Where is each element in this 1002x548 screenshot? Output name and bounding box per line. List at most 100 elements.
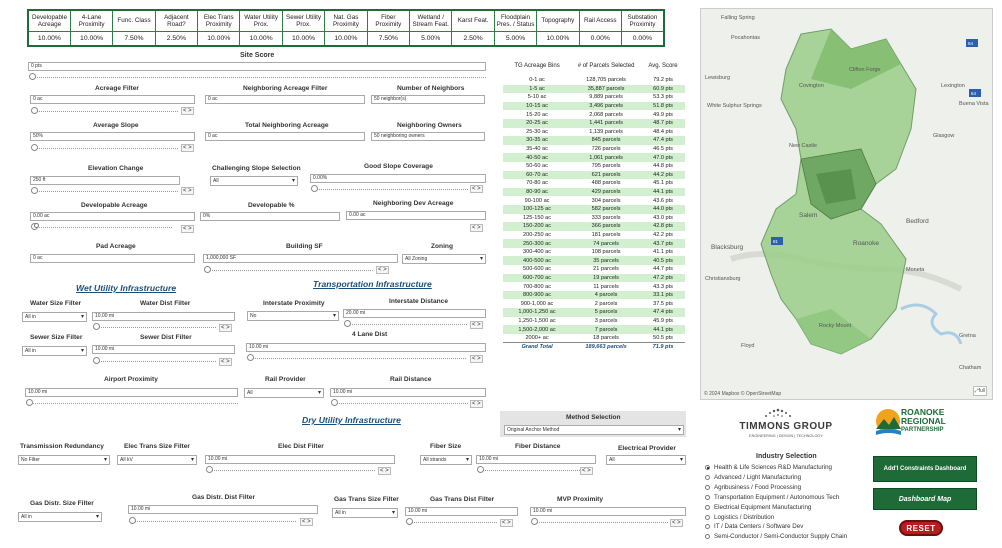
sewer-size-select[interactable]: All in <box>22 346 87 356</box>
map-view[interactable]: Falling Spring Covington Clifton Forge Lexi… <box>700 8 993 400</box>
weight-value[interactable]: 7.50% <box>367 31 409 46</box>
radio-icon[interactable] <box>705 465 710 470</box>
weight-value[interactable]: 10.00% <box>537 31 579 46</box>
average-slope-stepper[interactable]: < > <box>181 144 194 152</box>
developable-pct-stepper[interactable]: < > <box>181 225 194 233</box>
neighboring-owners-input[interactable]: 50 neighboring owners <box>371 132 485 141</box>
table-row[interactable]: 250-300 ac 74 parcels 43.7 pts <box>503 239 685 248</box>
table-row[interactable]: 80-90 ac 429 parcels 44.1 pts <box>503 188 685 197</box>
table-row[interactable]: 35-40 ac 726 parcels 46.5 pts <box>503 145 685 154</box>
mvp-slider[interactable] <box>532 517 668 523</box>
four-lane-slider[interactable] <box>248 353 466 359</box>
zoning-select[interactable]: All Zoning <box>402 254 486 264</box>
sewer-dist-input[interactable]: 10.00 mi <box>92 345 235 354</box>
gas-distr-size-select[interactable]: All in <box>18 512 102 522</box>
table-row[interactable]: 20-25 ac 1,441 parcels 48.7 pts <box>503 119 685 128</box>
airport-proximity-input[interactable]: 10.00 mi <box>25 388 238 397</box>
radio-icon[interactable] <box>705 475 710 480</box>
table-row[interactable]: 100-125 ac 582 parcels 44.0 pts <box>503 205 685 214</box>
elec-dist-slider[interactable] <box>207 465 375 471</box>
fiber-distance-slider[interactable] <box>478 465 580 471</box>
pad-acreage-input[interactable]: 0 ac <box>30 254 195 263</box>
dashboard-map-button[interactable]: Dashboard Map <box>873 488 977 510</box>
radio-icon[interactable] <box>705 534 710 539</box>
table-row[interactable]: 700-800 ac 11 parcels 43.3 pts <box>503 282 685 291</box>
water-dist-stepper[interactable]: < > <box>219 324 232 332</box>
building-sf-stepper[interactable]: < > <box>376 266 389 274</box>
water-size-select[interactable]: All in <box>22 312 87 322</box>
gas-trans-dist-slider[interactable] <box>407 517 497 523</box>
radio-icon[interactable] <box>705 505 710 510</box>
industry-option[interactable]: Electrical Equipment Manufacturing <box>705 504 811 511</box>
industry-option[interactable]: Advanced / Light Manufacturing <box>705 474 801 481</box>
table-row[interactable]: 30-35 ac 845 parcels 47.4 pts <box>503 136 685 145</box>
table-row[interactable]: 1-5 ac 35,887 parcels 60.9 pts <box>503 85 685 94</box>
mvp-input[interactable]: 10.00 mi <box>530 507 686 516</box>
developable-acreage-input[interactable]: 0.00 ac <box>30 212 195 221</box>
neighboring-dev-stepper[interactable]: < > <box>470 224 483 232</box>
total-neighboring-acreage-input[interactable]: 0 ac <box>205 132 365 141</box>
elevation-change-input[interactable]: 250 ft <box>30 176 180 185</box>
fiber-distance-input[interactable]: 10.00 mi <box>476 455 596 464</box>
elevation-change-stepper[interactable]: < > <box>181 187 194 195</box>
industry-option[interactable]: Semi-Conductor / Semi-Conductor Supply C… <box>705 533 847 540</box>
map-full-icon[interactable]: ⤢full <box>973 386 987 396</box>
weight-value[interactable]: 5.00% <box>410 31 452 46</box>
weight-value[interactable]: 0.00% <box>579 31 621 46</box>
good-slope-slider[interactable] <box>312 184 468 190</box>
table-row[interactable]: 600-700 ac 19 parcels 47.2 pts <box>503 274 685 283</box>
water-dist-input[interactable]: 10.00 mi <box>92 312 235 321</box>
gas-trans-dist-input[interactable]: 10.00 mi <box>405 507 518 516</box>
map-attribution[interactable]: © 2024 Mapbox © OpenStreetMap <box>704 391 781 397</box>
transmission-select[interactable]: No Filter <box>18 455 110 465</box>
airport-proximity-slider[interactable] <box>27 398 238 404</box>
table-row[interactable]: 500-600 ac 21 parcels 44.7 pts <box>503 265 685 274</box>
good-slope-input[interactable]: 0.00% <box>310 174 486 183</box>
fiber-distance-stepper[interactable]: < > <box>580 467 593 475</box>
gas-trans-dist-stepper[interactable]: < > <box>500 519 513 527</box>
elec-dist-input[interactable]: 10.00 mi <box>205 455 395 464</box>
industry-option[interactable]: IT / Data Centers / Software Dev <box>705 523 803 530</box>
table-row[interactable]: 40-50 ac 1,061 parcels 47.0 pts <box>503 153 685 162</box>
sewer-dist-slider[interactable] <box>94 356 216 362</box>
table-row[interactable]: 400-500 ac 35 parcels 40.5 pts <box>503 256 685 265</box>
table-row[interactable]: 25-30 ac 1,139 parcels 48.4 pts <box>503 128 685 137</box>
site-score-input[interactable]: 0 pts <box>28 62 486 71</box>
average-slope-input[interactable]: 50% <box>30 132 195 141</box>
developable-acreage-slider[interactable] <box>32 222 172 228</box>
table-row[interactable]: 15-20 ac 2,068 parcels 49.9 pts <box>503 110 685 119</box>
challenging-slope-select[interactable]: All <box>210 176 298 186</box>
weight-value[interactable]: 5.00% <box>494 31 536 46</box>
table-row[interactable]: 2000+ ac 18 parcels 50.5 pts <box>503 334 685 343</box>
electrical-provider-select[interactable]: All <box>606 455 686 465</box>
constraints-dashboard-button[interactable]: Add'l Constraints Dashboard <box>873 456 977 482</box>
table-row[interactable]: 5-10 ac 9,889 parcels 53.3 pts <box>503 93 685 102</box>
elevation-change-slider[interactable] <box>32 186 178 192</box>
mvp-stepper[interactable]: < > <box>670 519 683 527</box>
average-slope-slider[interactable] <box>32 143 178 149</box>
gas-distr-dist-input[interactable]: 10.00 mi <box>128 505 318 514</box>
weight-value[interactable]: 10.00% <box>282 31 324 46</box>
radio-icon[interactable] <box>705 515 710 520</box>
table-row[interactable]: 300-400 ac 108 parcels 41.1 pts <box>503 248 685 257</box>
table-row[interactable]: 900-1,000 ac 2 parcels 37.5 pts <box>503 299 685 308</box>
dry-utility-heading[interactable]: Dry Utility Infrastructure <box>302 415 401 425</box>
rail-distance-stepper[interactable]: < > <box>470 400 483 408</box>
acreage-filter-input[interactable]: 0 ac <box>30 95 195 104</box>
four-lane-stepper[interactable]: < > <box>470 355 483 363</box>
industry-option[interactable]: Health & Life Sciences R&D Manufacturing <box>705 464 832 471</box>
weight-value[interactable]: 2.50% <box>452 31 494 46</box>
fiber-size-select[interactable]: All strands <box>420 455 472 465</box>
elec-dist-stepper[interactable]: < > <box>378 467 391 475</box>
industry-option[interactable]: Transportation Equipment / Autonomous Te… <box>705 494 839 501</box>
interstate-distance-slider[interactable] <box>345 319 467 325</box>
table-row[interactable]: 70-80 ac 488 parcels 45.1 pts <box>503 179 685 188</box>
table-row[interactable]: 0-1 ac 128,705 parcels 79.2 pts <box>503 76 685 85</box>
weight-value[interactable]: 10.00% <box>198 31 240 46</box>
acreage-filter-stepper[interactable]: < > <box>181 107 194 115</box>
sewer-dist-stepper[interactable]: < > <box>219 358 232 366</box>
interstate-distance-input[interactable]: 20.00 mi <box>343 309 486 318</box>
rail-distance-input[interactable]: 10.00 mi <box>330 388 486 397</box>
method-select[interactable]: Original Anchor Method <box>504 425 684 435</box>
table-row[interactable]: 1,500-2,000 ac 7 parcels 44.1 pts <box>503 325 685 334</box>
